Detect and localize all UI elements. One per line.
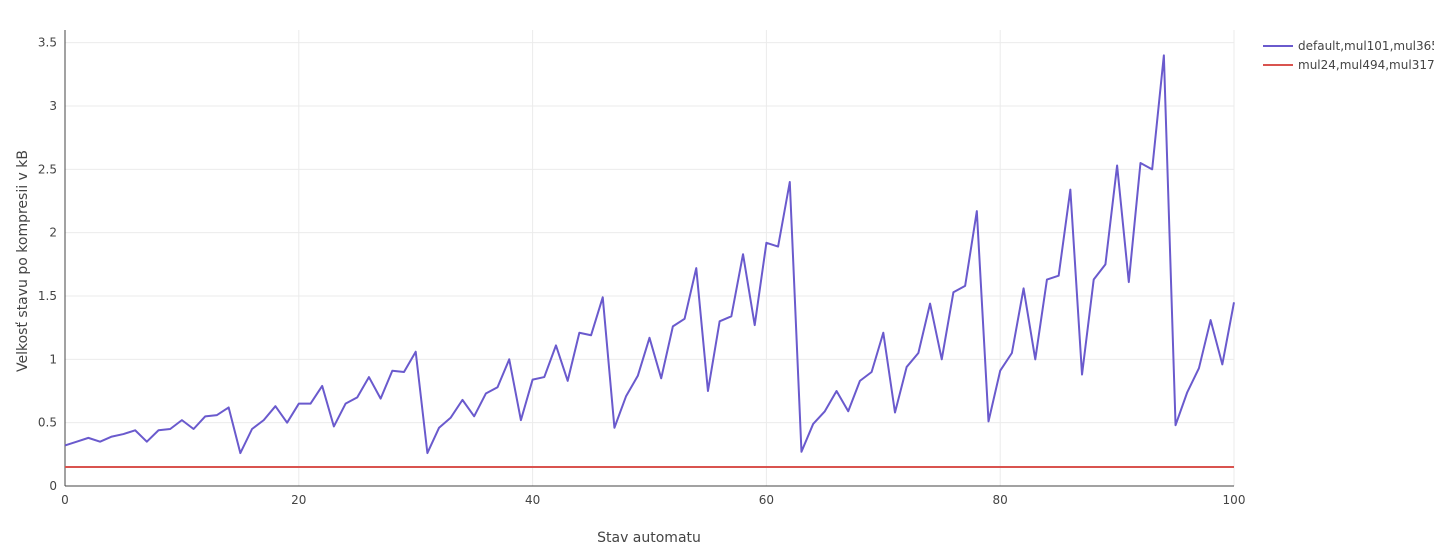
series-lines <box>64 54 1235 468</box>
y-tick-label: 3 <box>49 99 57 113</box>
y-tick-label: 0.5 <box>38 416 57 430</box>
x-tick-label: 0 <box>61 493 69 507</box>
x-tick-label: 60 <box>759 493 774 507</box>
y-tick-label: 1 <box>49 352 57 366</box>
y-tick-label: 1.5 <box>38 289 57 303</box>
x-tick-label: 20 <box>291 493 306 507</box>
x-tick-label: 40 <box>525 493 540 507</box>
x-axis-ticks: 0 20 40 60 80 100 <box>61 493 1245 507</box>
series-line-1 <box>64 54 1235 455</box>
x-axis-title: Stav automatu <box>597 530 701 546</box>
y-axis-title: Velkosť stavu po kompresii v kB <box>15 150 31 372</box>
legend: default,mul101,mul365 mul24,mul494,mul317 <box>1263 39 1434 72</box>
grid <box>64 30 1235 487</box>
x-tick-label: 100 <box>1223 493 1246 507</box>
y-tick-label: 3.5 <box>38 36 57 50</box>
y-tick-label: 2 <box>49 226 57 240</box>
y-axis-ticks: 0 0.5 1 1.5 2 2.5 3 3.5 <box>38 36 57 493</box>
y-tick-label: 0 <box>49 479 57 493</box>
x-tick-label: 80 <box>993 493 1008 507</box>
legend-label: default,mul101,mul365 <box>1298 39 1434 53</box>
legend-label: mul24,mul494,mul317 <box>1298 58 1434 72</box>
y-tick-label: 2.5 <box>38 162 57 176</box>
